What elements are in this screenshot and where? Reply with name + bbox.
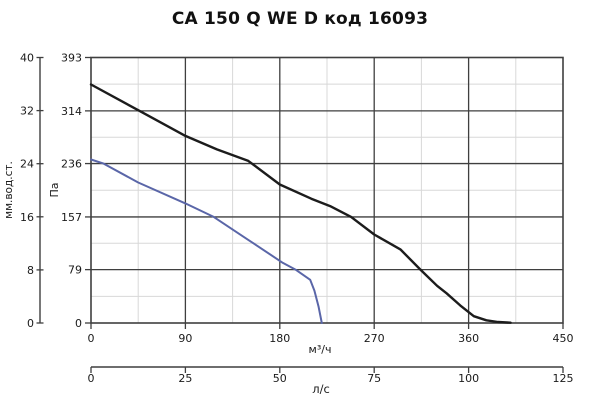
- pa-tick-label: 157: [61, 211, 82, 224]
- pa-tick-label: 393: [61, 52, 82, 65]
- mm-tick-label: 16: [20, 211, 34, 224]
- ls-tick-label: 25: [178, 372, 192, 385]
- ls-tick-label: 75: [367, 372, 381, 385]
- mm-tick-label: 24: [20, 158, 34, 171]
- ls-tick-label: 125: [553, 372, 574, 385]
- chart-title: CA 150 Q WE D код 16093: [171, 9, 429, 29]
- pressure-curve-blue: [90, 158, 323, 324]
- ls-tick-label: 100: [458, 372, 479, 385]
- m3h-tick-label: 90: [178, 332, 192, 345]
- ls-axis-title: л/с: [312, 382, 330, 396]
- m3h-axis-title: м³/ч: [309, 343, 332, 356]
- m3h-tick-label: 360: [458, 332, 479, 345]
- plot-frame: [90, 56, 564, 324]
- ls-tick-label: 50: [273, 372, 287, 385]
- m3h-tick-label: 270: [364, 332, 385, 345]
- mm-tick-label: 32: [20, 105, 34, 118]
- pa-tick-label: 0: [75, 317, 82, 330]
- pa-axis-title: Па: [48, 182, 61, 197]
- pa-tick-label: 314: [61, 105, 82, 118]
- m3h-tick-label: 180: [269, 332, 290, 345]
- pressure-curve-black: [89, 83, 512, 324]
- m3h-tick-label: 450: [553, 332, 574, 345]
- mm-tick-label: 8: [27, 264, 34, 277]
- mm-tick-label: 40: [20, 52, 34, 65]
- pa-tick-label: 79: [68, 264, 82, 277]
- ls-tick-label: 0: [88, 372, 95, 385]
- mm-tick-label: 0: [27, 317, 34, 330]
- pa-tick-label: 236: [61, 158, 82, 171]
- mm-axis-title: мм.вод.ст.: [3, 161, 15, 219]
- m3h-tick-label: 0: [88, 332, 95, 345]
